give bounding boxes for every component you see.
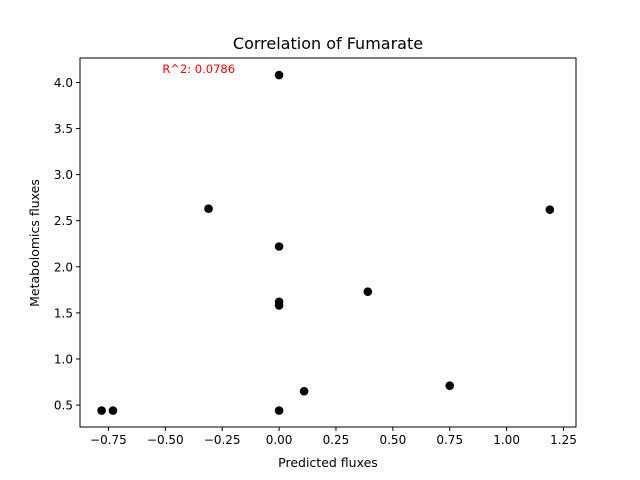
data-point: [108, 406, 118, 415]
r-squared-annotation: R^2: 0.0786: [162, 62, 235, 76]
plot-area: −0.75 −0.50 −0.25 0.00 0.25 0.50 0.75 1.00 1.25 0…: [54, 57, 577, 447]
y-tick-label: 2.0: [54, 260, 73, 274]
data-point: [274, 242, 284, 251]
x-tick-label: 0.50: [379, 433, 406, 447]
data-point: [299, 386, 309, 396]
axes-frame: [79, 57, 577, 428]
data-point: [445, 381, 455, 391]
x-tick-label: −0.25: [204, 433, 241, 447]
y-tick-label: 0.5: [54, 399, 73, 413]
x-tick-label: 1.00: [493, 433, 520, 447]
x-tick-label: 0.00: [266, 433, 293, 447]
data-point: [274, 406, 284, 415]
data-point: [363, 287, 373, 296]
x-tick-label: −0.75: [90, 433, 127, 447]
data-point: [274, 70, 284, 80]
y-tick-label: 2.5: [54, 214, 73, 228]
data-point: [204, 204, 213, 214]
chart-title: Correlation of Fumarate: [233, 34, 423, 53]
data-point: [274, 301, 284, 310]
y-tick-label: 3.0: [54, 168, 73, 182]
x-tick-label: 0.75: [436, 433, 463, 447]
x-axis-label: Predicted fluxes: [278, 455, 378, 470]
y-axis-label: Metabolomics fluxes: [27, 179, 42, 307]
y-tick-label: 4.0: [54, 76, 73, 90]
data-point: [545, 205, 555, 214]
y-tick-label: 1.5: [54, 306, 73, 320]
y-tick-label: 1.0: [54, 352, 73, 366]
x-tick-label: 0.25: [323, 433, 350, 447]
x-tick-label: −0.50: [147, 433, 184, 447]
x-tick-label: 1.25: [550, 433, 577, 447]
data-point: [97, 406, 106, 415]
y-tick-label: 3.5: [54, 122, 73, 136]
